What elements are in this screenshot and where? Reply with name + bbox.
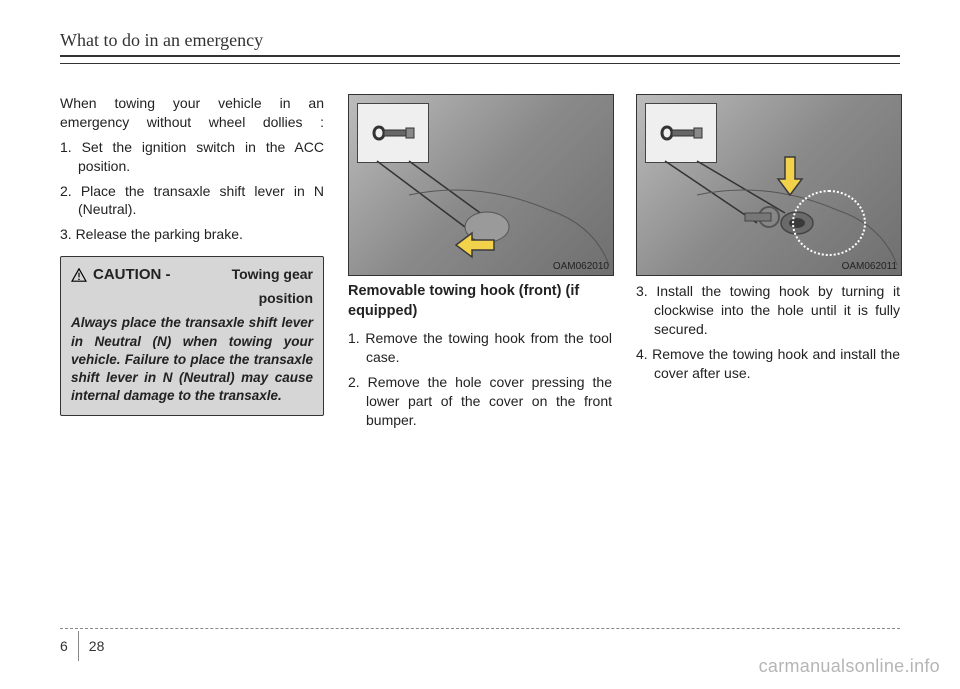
caution-box: CAUTION - Towing gear position Always pl… xyxy=(60,256,324,416)
arrow-down-icon xyxy=(775,155,805,197)
col2-item-2: 2. Remove the hole cover pressing the lo… xyxy=(348,373,612,430)
dotted-circle xyxy=(792,190,866,256)
page-number-value: 28 xyxy=(89,638,105,654)
col3-item-1: 3. Install the towing hook by turning it… xyxy=(636,282,900,339)
figure-1-code: OAM062010 xyxy=(553,260,609,274)
col1-item-1: 1. Set the ignition switch in the ACC po… xyxy=(60,138,324,176)
content-columns: When towing your vehicle in an emergency… xyxy=(60,94,900,436)
page-num-divider xyxy=(78,631,79,661)
col1-item-2: 2. Place the transaxle shift lever in N … xyxy=(60,182,324,220)
figure-2-code: OAM062011 xyxy=(842,260,897,274)
col2-item-1: 1. Remove the towing hook from the tool … xyxy=(348,329,612,367)
caution-body: Always place the transaxle shift lever i… xyxy=(71,314,313,405)
header-rule xyxy=(60,63,900,64)
warning-triangle-icon xyxy=(71,268,87,282)
section-number: 6 xyxy=(60,638,68,654)
col3-item-2: 4. Remove the towing hook and install th… xyxy=(636,345,900,383)
figure-2-overlay xyxy=(637,95,901,275)
footer-dotted-line xyxy=(60,628,900,629)
caution-head: CAUTION - Towing gear xyxy=(71,265,313,285)
caution-label: CAUTION - xyxy=(93,265,171,285)
section-header: What to do in an emergency xyxy=(60,30,900,57)
figure-2: OAM062011 xyxy=(636,94,902,276)
figure-1: OAM062010 xyxy=(348,94,614,276)
arrow-left-icon xyxy=(454,230,496,260)
caution-subject-2: position xyxy=(71,289,313,308)
watermark: carmanualsonline.info xyxy=(759,656,940,677)
page: What to do in an emergency When towing y… xyxy=(0,0,960,689)
section-title: What to do in an emergency xyxy=(60,30,263,50)
caution-subject-1: Towing gear xyxy=(177,265,314,284)
col1-item-3: 3. Release the parking brake. xyxy=(60,225,324,244)
intro-para: When towing your vehicle in an emergency… xyxy=(60,94,324,132)
col2-subhead: Removable towing hook (front) (if equipp… xyxy=(348,282,612,321)
column-3: OAM062011 3. Install the towing hook by … xyxy=(636,94,900,436)
column-2: OAM062010 Removable towing hook (front) … xyxy=(348,94,612,436)
column-1: When towing your vehicle in an emergency… xyxy=(60,94,324,436)
